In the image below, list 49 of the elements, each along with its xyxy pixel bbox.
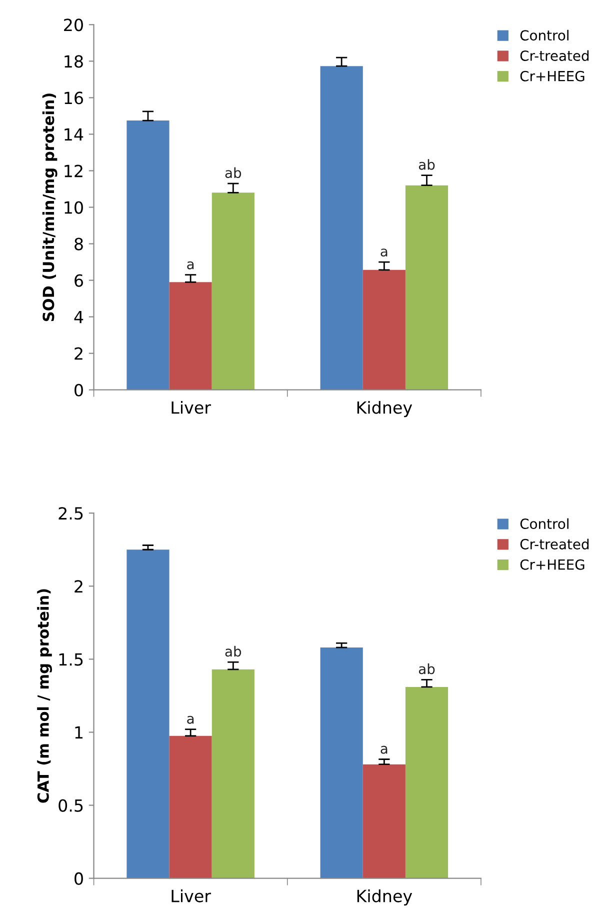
bar xyxy=(320,648,363,878)
legend-label: Cr+HEEG xyxy=(520,70,584,82)
y-tick-label: 1 xyxy=(75,726,83,739)
x-tick-label: Kidney xyxy=(357,400,412,418)
y-tick-label: 12 xyxy=(64,164,82,178)
y-tick-label: 0 xyxy=(74,872,83,885)
legend-label: Control xyxy=(520,518,568,530)
y-tick-label: 14 xyxy=(64,128,84,141)
y-tick-label: 4 xyxy=(74,310,84,324)
y-tick-label: 2.5 xyxy=(58,507,83,520)
bar xyxy=(362,764,406,878)
y-tick-label: 0 xyxy=(74,384,83,396)
bar xyxy=(126,550,170,878)
data-label: ab xyxy=(225,646,242,657)
legend-label: Cr-treated xyxy=(520,538,589,550)
y-tick-label: 10 xyxy=(64,201,83,214)
bar xyxy=(320,66,363,390)
y-axis-title: SOD (Unit/min/mg protein) xyxy=(42,94,58,322)
bar xyxy=(126,120,170,390)
y-axis-title: CAT (m mol / mg protein) xyxy=(37,589,52,803)
data-label: a xyxy=(187,261,194,270)
y-tick-label: 1.5 xyxy=(59,653,83,666)
legend-label: Control xyxy=(520,30,568,41)
bar xyxy=(169,282,212,390)
x-tick-label: Kidney xyxy=(357,889,412,906)
y-tick-label: 8 xyxy=(74,238,83,250)
y-tick-label: 18 xyxy=(64,55,83,68)
x-tick-label: Liver xyxy=(172,400,212,414)
bar xyxy=(405,686,448,878)
data-label: ab xyxy=(225,167,242,178)
bar xyxy=(362,270,406,390)
bar xyxy=(212,192,254,390)
bar xyxy=(405,185,448,390)
bar xyxy=(212,669,254,878)
data-label: a xyxy=(187,716,194,724)
data-label: ab xyxy=(418,159,435,170)
data-label: a xyxy=(380,248,388,257)
legend-label: Cr-treated xyxy=(520,50,589,61)
y-tick-label: 0.5 xyxy=(58,799,83,812)
y-tick-label: 20 xyxy=(64,18,83,32)
y-tick-label: 2 xyxy=(74,347,82,360)
data-label: ab xyxy=(418,663,435,674)
y-tick-label: 16 xyxy=(64,92,84,104)
x-tick-label: Liver xyxy=(172,889,212,902)
y-tick-label: 6 xyxy=(74,274,84,287)
data-label: a xyxy=(380,746,388,754)
legend-label: Cr+HEEG xyxy=(520,559,584,570)
bar xyxy=(169,736,212,878)
y-tick-label: 2 xyxy=(74,580,82,592)
